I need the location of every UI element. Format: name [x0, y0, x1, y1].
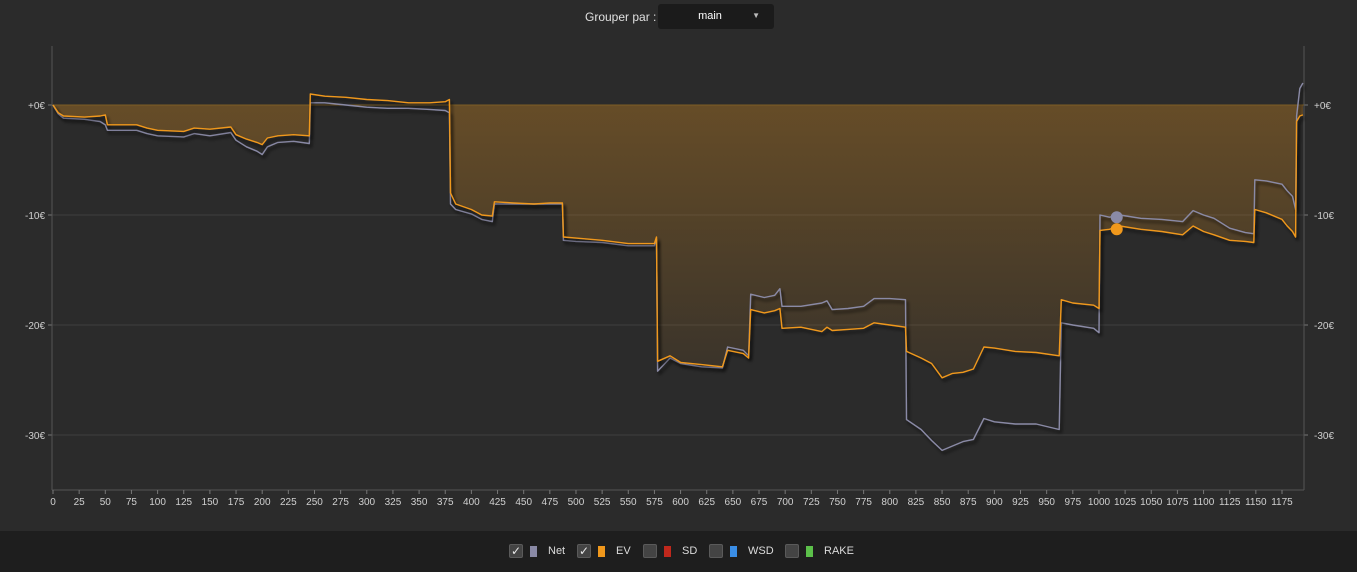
- legend-swatch: [598, 546, 605, 557]
- x-tick-label: 100: [149, 497, 166, 508]
- x-tick-label: 375: [437, 497, 454, 508]
- x-tick-label: 350: [411, 497, 428, 508]
- legend-swatch: [730, 546, 737, 557]
- y-tick-label-right: -10€: [1314, 211, 1334, 222]
- x-tick-label: 0: [50, 497, 56, 508]
- x-tick-label: 75: [126, 497, 138, 508]
- x-tick-label: 1050: [1140, 497, 1163, 508]
- x-tick-label: 825: [908, 497, 925, 508]
- toolbar: Grouper par : main ▼: [0, 0, 1357, 34]
- hover-marker-net: [1110, 211, 1123, 224]
- y-tick-label-left: -30€: [25, 431, 45, 442]
- y-tick-label-left: -10€: [25, 211, 45, 222]
- x-tick-label: 1100: [1193, 497, 1215, 508]
- x-tick-label: 900: [986, 497, 1003, 508]
- x-tick-label: 225: [280, 497, 297, 508]
- x-tick-label: 150: [202, 497, 219, 508]
- x-tick-label: 1025: [1114, 497, 1137, 508]
- x-tick-label: 725: [803, 497, 820, 508]
- legend-checkbox-wsd[interactable]: [709, 544, 723, 558]
- x-tick-label: 1075: [1166, 497, 1189, 508]
- x-tick-label: 925: [1012, 497, 1029, 508]
- x-tick-label: 1000: [1088, 497, 1111, 508]
- series-lines: [52, 82, 1304, 452]
- x-tick-label: 275: [332, 497, 349, 508]
- group-by-select[interactable]: main ▼: [658, 4, 774, 29]
- x-tick-label: 125: [175, 497, 192, 508]
- x-tick-label: 1125: [1219, 497, 1241, 508]
- x-tick-label: 550: [620, 497, 637, 508]
- x-tick-label: 1150: [1245, 497, 1267, 508]
- legend-checkbox-net[interactable]: ✓: [509, 544, 523, 558]
- x-tick-label: 200: [254, 497, 271, 508]
- x-tick-label: 500: [568, 497, 585, 508]
- legend-checkbox-rake[interactable]: [785, 544, 799, 558]
- y-tick-label-left: +0€: [28, 101, 45, 112]
- ev-area-fill: [52, 104, 1304, 378]
- x-tick-label: 875: [960, 497, 977, 508]
- x-tick-label: 300: [358, 497, 375, 508]
- legend-label: RAKE: [824, 545, 854, 557]
- axes: +0€ +0€ -10€ -10€ -20€ -20€ -30€ -30€ 0 25 50 75 100…: [25, 46, 1334, 508]
- legend-label: SD: [682, 545, 698, 557]
- x-tick-label: 850: [934, 497, 951, 508]
- x-tick-label: 575: [646, 497, 663, 508]
- x-tick-label: 600: [672, 497, 689, 508]
- x-tick-label: 1175: [1271, 497, 1293, 508]
- x-tick-label: 475: [541, 497, 558, 508]
- series-line-net: [52, 82, 1304, 452]
- x-tick-label: 50: [100, 497, 112, 508]
- x-tick-label: 625: [698, 497, 715, 508]
- y-tick-label-right: +0€: [1314, 101, 1331, 112]
- x-tick-label: 675: [751, 497, 768, 508]
- hover-marker-ev: [1110, 223, 1123, 236]
- legend-checkbox-sd[interactable]: [643, 544, 657, 558]
- legend-label: Net: [548, 545, 566, 557]
- x-tick-label: 950: [1038, 497, 1055, 508]
- y-tick-label-right: -20€: [1314, 321, 1334, 332]
- group-by-select-value: main: [698, 10, 722, 22]
- legend-checkbox-ev[interactable]: ✓: [577, 544, 591, 558]
- legend-label: EV: [616, 545, 631, 557]
- legend-bar: ✓ Net ✓ EV SD WSD RAKE: [0, 531, 1357, 572]
- x-tick-label: 175: [228, 497, 245, 508]
- legend-swatch: [806, 546, 813, 557]
- x-tick-label: 650: [725, 497, 742, 508]
- x-tick-label: 325: [385, 497, 402, 508]
- bankroll-chart: +0€ +0€ -10€ -10€ -20€ -20€ -30€ -30€ 0 25 50 75 100…: [25, 46, 1334, 508]
- legend-swatch: [530, 546, 537, 557]
- y-tick-label-left: -20€: [25, 321, 45, 332]
- y-tick-label-right: -30€: [1314, 431, 1334, 442]
- legend-label: WSD: [748, 545, 774, 557]
- x-tick-label: 400: [463, 497, 480, 508]
- x-tick-label: 450: [515, 497, 532, 508]
- x-tick-label: 250: [306, 497, 323, 508]
- x-tick-label: 775: [855, 497, 872, 508]
- ev-area: [53, 105, 1303, 378]
- legend-swatch: [664, 546, 671, 557]
- x-tick-label: 700: [777, 497, 794, 508]
- chevron-down-icon: ▼: [752, 11, 760, 20]
- series-line-ev: [52, 93, 1304, 379]
- checkmark-icon: ✓: [510, 544, 522, 558]
- group-by-label: Grouper par :: [585, 10, 657, 24]
- checkmark-icon: ✓: [578, 544, 590, 558]
- x-tick-label: 750: [829, 497, 846, 508]
- x-tick-label: 525: [594, 497, 611, 508]
- x-tick-label: 975: [1064, 497, 1081, 508]
- x-tick-label: 425: [489, 497, 506, 508]
- x-tick-label: 800: [881, 497, 898, 508]
- hover-markers: [1110, 211, 1123, 236]
- x-tick-label: 25: [74, 497, 86, 508]
